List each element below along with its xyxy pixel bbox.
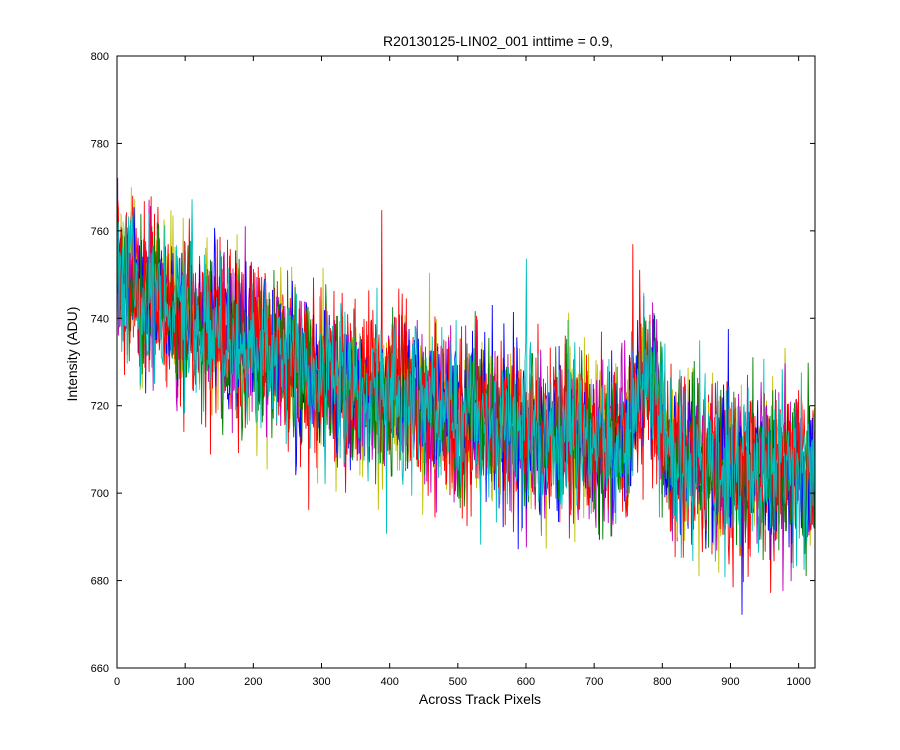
x-axis-title: Across Track Pixels — [419, 691, 541, 707]
axes-box — [116, 55, 816, 669]
x-tick-label: 1000 — [786, 676, 810, 688]
y-tick-label: 740 — [91, 313, 109, 325]
x-tick-label: 700 — [585, 676, 603, 688]
x-tick-label: 800 — [653, 676, 671, 688]
y-tick-label: 680 — [91, 576, 109, 588]
x-tick-label: 300 — [312, 676, 330, 688]
x-tick-label: 0 — [114, 676, 120, 688]
chart-title: R20130125-LIN02_001 inttime = 0.9, — [383, 33, 613, 49]
y-tick-label: 700 — [91, 488, 109, 500]
x-tick-label: 400 — [380, 676, 398, 688]
y-tick-label: 780 — [91, 138, 109, 150]
series-layer — [116, 177, 816, 615]
series-line-frame-7 — [116, 199, 816, 578]
x-tick-label: 900 — [721, 676, 739, 688]
y-tick-label: 800 — [91, 51, 109, 63]
x-axis-ticks: 0 100 200 300 400 500 600 700 800 900 1000 — [114, 56, 811, 688]
x-tick-label: 600 — [517, 676, 535, 688]
x-tick-label: 500 — [449, 676, 467, 688]
plot-area: 0 100 200 300 400 500 600 700 800 900 1000 660 680 7… — [91, 51, 816, 688]
x-tick-label: 200 — [244, 676, 262, 688]
x-tick-label: 100 — [176, 676, 194, 688]
y-axis-title: Intensity (ADU) — [64, 307, 80, 402]
y-tick-label: 720 — [91, 401, 109, 413]
y-tick-label: 760 — [91, 226, 109, 238]
y-tick-label: 660 — [91, 663, 109, 675]
y-axis-ticks: 660 680 700 720 740 760 780 800 — [91, 51, 815, 675]
